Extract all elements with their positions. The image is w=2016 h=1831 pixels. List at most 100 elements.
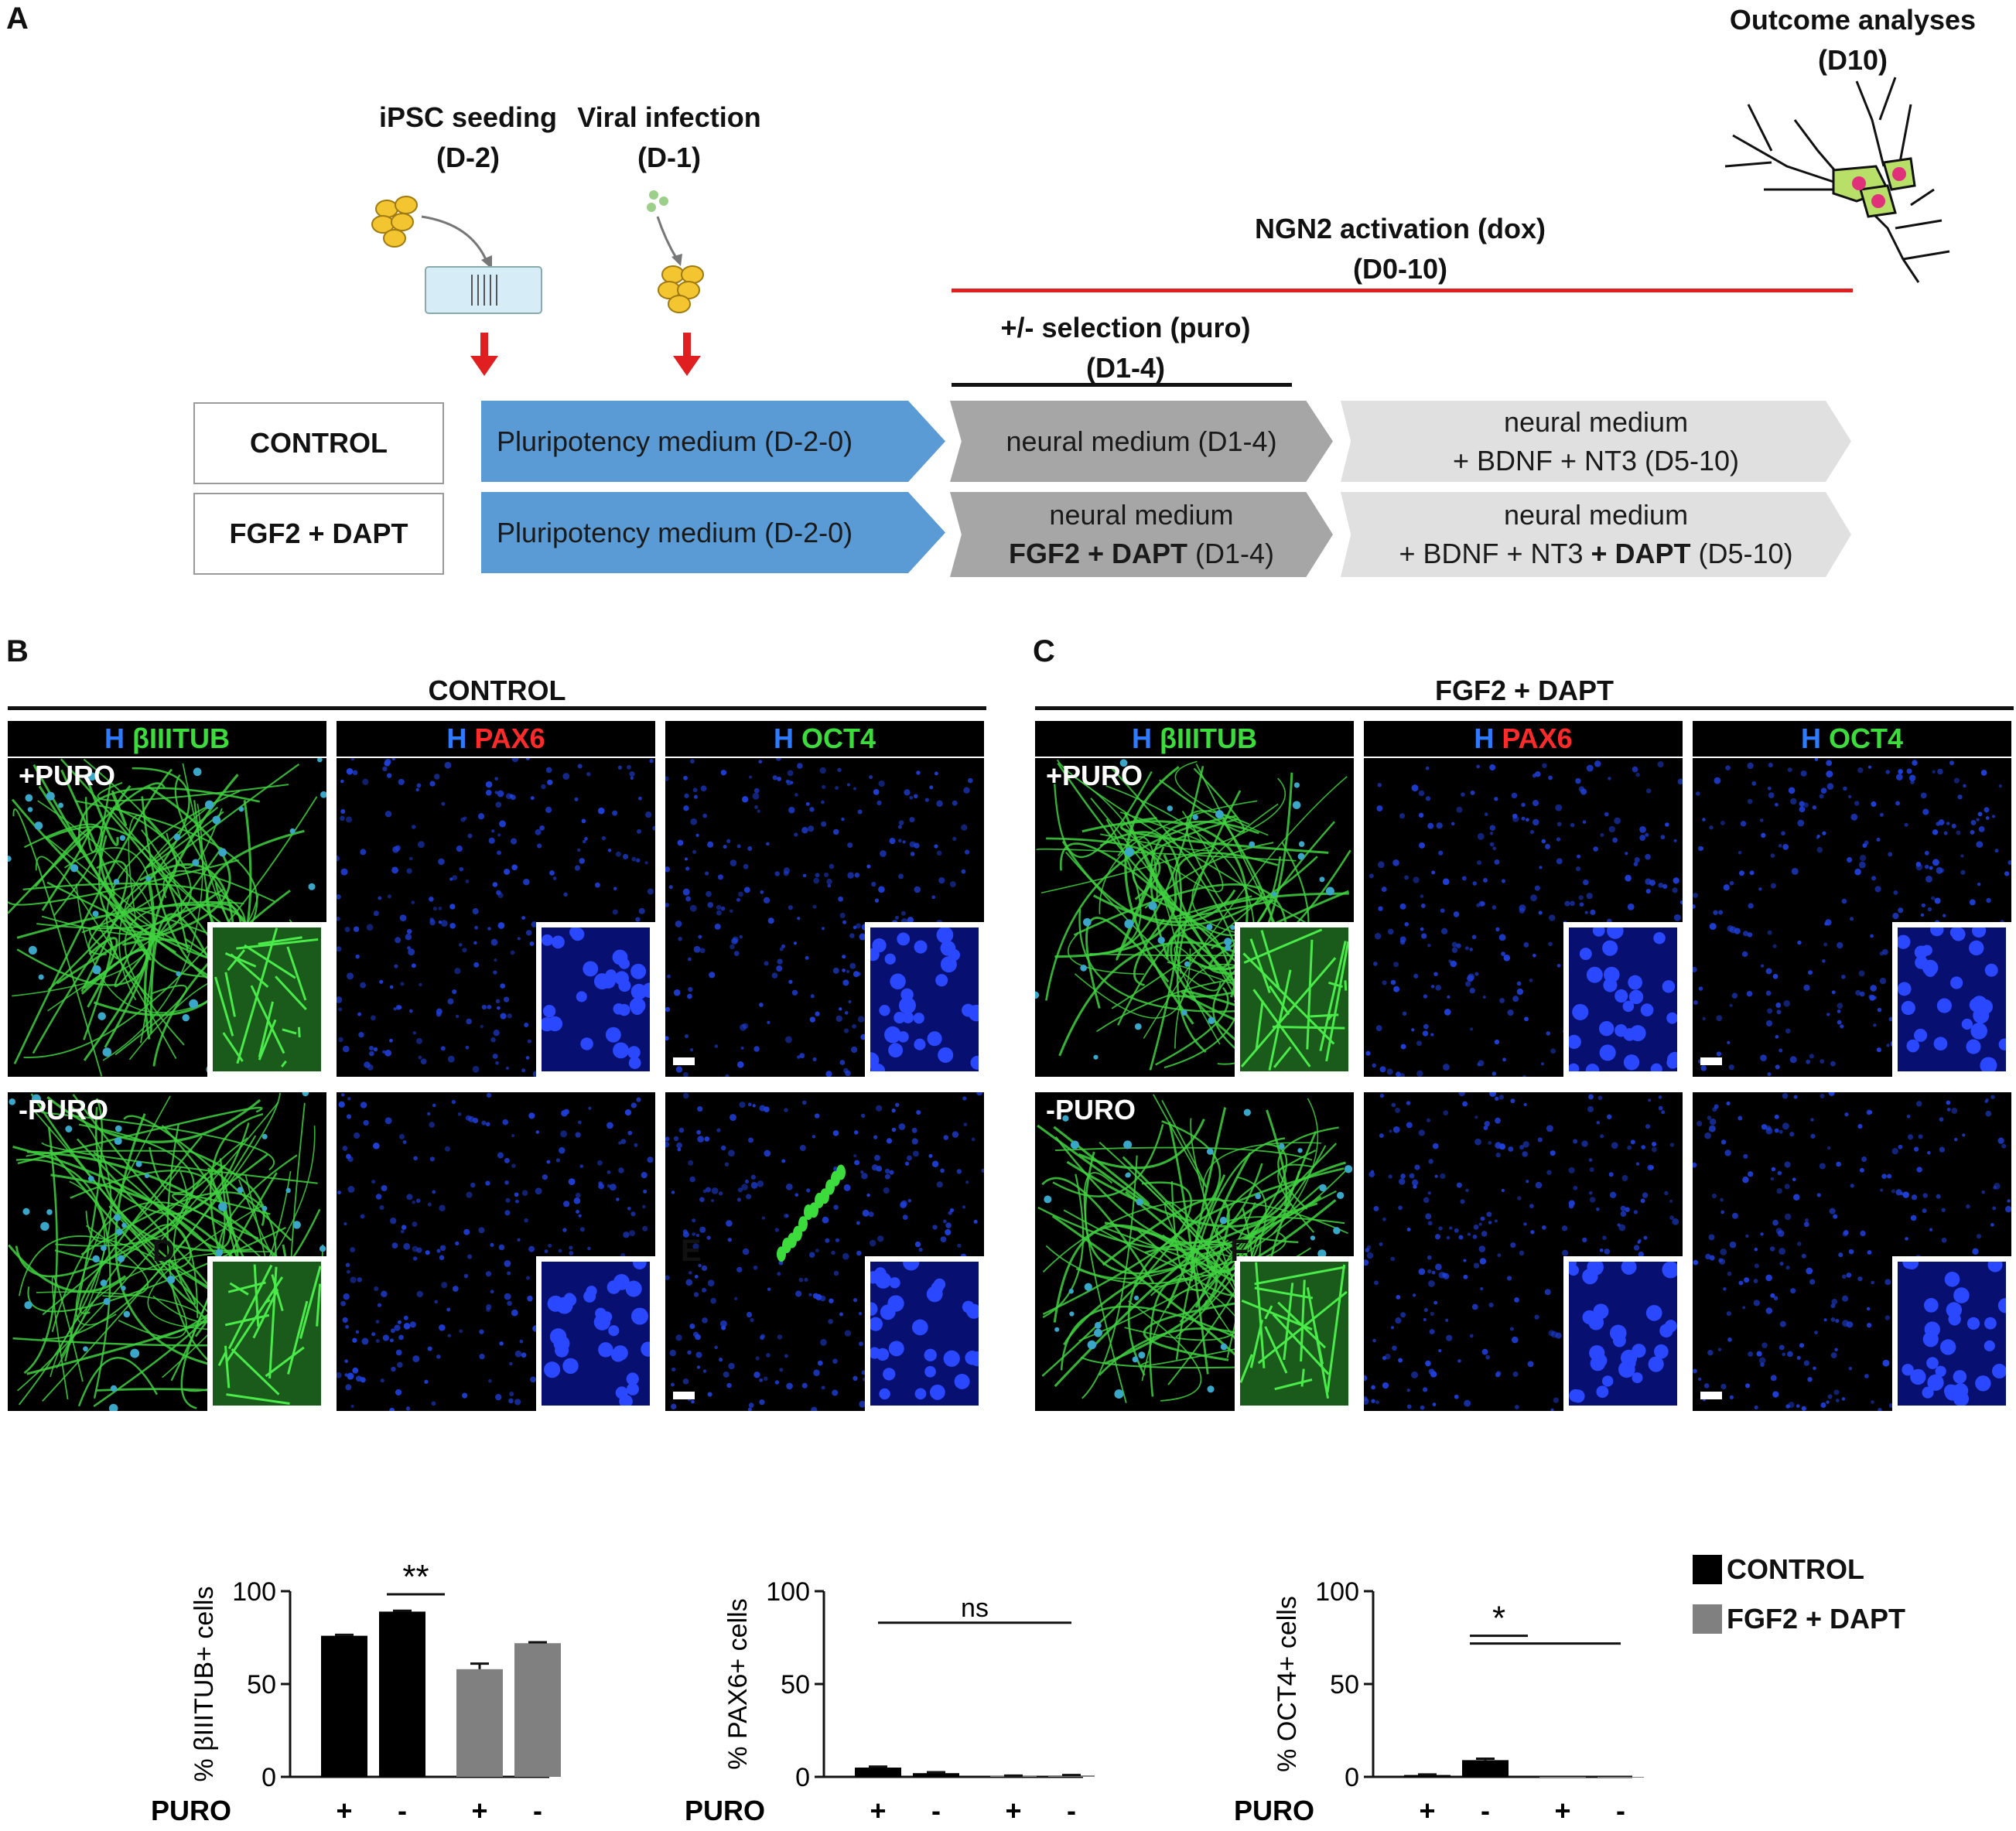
minus-puro-label: -PURO [19, 1094, 108, 1126]
outcome-day: (D10) [1817, 44, 1888, 76]
panel-label-f: F [1230, 1234, 1249, 1268]
seeding-title: iPSC seeding [378, 101, 558, 133]
inset-texture [217, 1264, 322, 1405]
zoom-inset [536, 1255, 656, 1411]
inset-texture [1567, 922, 1683, 1078]
selection-day: (D1-4) [1085, 352, 1165, 384]
inset-texture [544, 1255, 656, 1409]
panel-label-d: D [152, 1234, 175, 1268]
panel-label-e: E [681, 1234, 702, 1268]
bar-fgf2-dapt [1539, 1777, 1586, 1778]
cell-cluster-seeding-illustration [371, 196, 542, 314]
y-axis-title: % OCT4+ cells [1273, 1596, 1302, 1772]
significance-label: ns [961, 1594, 989, 1623]
bar-control [1462, 1760, 1509, 1777]
hoechst-label: H [104, 722, 125, 754]
plus-puro-label: +PURO [19, 760, 116, 791]
hoechst-label: H [773, 722, 794, 754]
control-bdnf-arrow: neural medium + BDNF + NT3 (D5-10) [1341, 401, 1851, 482]
puro-row-label: PURO [1234, 1795, 1314, 1826]
bar-fgf2-dapt [456, 1669, 503, 1777]
micrograph-texture [1364, 1092, 1683, 1411]
fgf2-pluripotency-arrow: Pluripotency medium (D-2-0) [481, 492, 945, 573]
scale-bar [673, 1392, 695, 1399]
x-tick-label: + [1419, 1795, 1435, 1826]
zoom-inset [207, 922, 326, 1077]
inset-texture [1902, 1255, 2014, 1407]
legend-fgf2-swatch [1693, 1604, 1722, 1634]
y-tick-label: 100 [766, 1577, 810, 1607]
fgf2-neural-arrow: neural medium FGF2 + DAPT (D1-4) [950, 492, 1333, 577]
inset-texture [1240, 928, 1350, 1071]
selection-black-line [952, 383, 1292, 387]
selection-label: +/- selection (puro) (D1-4) [948, 308, 1304, 388]
puro-row-label: PURO [685, 1795, 765, 1826]
hoechst-label: H [1474, 722, 1495, 754]
inset-texture [1896, 922, 2011, 1074]
fgf2-oct4-channel-header: H OCT4 [1693, 721, 2011, 757]
panel-label-a: A [6, 2, 29, 36]
tubulin-marker-label: βIIITUB [1160, 722, 1257, 754]
y-axis-title: % PAX6+ cells [723, 1598, 753, 1769]
fgf2-stage3-rest: (D5-10) [1690, 538, 1793, 569]
y-tick-label: 50 [1330, 1670, 1359, 1699]
puro-row-label: PURO [151, 1795, 231, 1826]
pax6-marker-label: PAX6 [474, 722, 545, 754]
selection-title: +/- selection (puro) [1000, 312, 1251, 343]
zoom-inset [1235, 922, 1354, 1077]
control-stage3-line2: + BDNF + NT3 (D5-10) [1452, 444, 1740, 477]
scale-bar [673, 1057, 695, 1065]
x-tick-label: + [336, 1795, 352, 1826]
legend-fgf2-label: FGF2 + DAPT [1727, 1603, 1906, 1635]
control-micrograph-title: CONTROL [428, 675, 566, 706]
fgf2-stage3-line1: neural medium [1503, 499, 1689, 531]
ngn2-red-line [952, 289, 1853, 292]
fgf2-bdnf-arrow: neural medium + BDNF + NT3 + DAPT (D5-10… [1341, 492, 1851, 577]
x-tick-label: - [1481, 1795, 1490, 1826]
fgf2-stage2-rest: (D1-4) [1187, 538, 1275, 569]
x-tick-label: + [870, 1795, 886, 1826]
outcome-title: Outcome analyses [1729, 4, 1977, 36]
bar-control [913, 1773, 959, 1777]
control-oct4-channel-header: H OCT4 [665, 721, 984, 757]
seeding-day: (D-2) [436, 142, 500, 173]
zoom-inset [863, 922, 986, 1078]
control-stage3-line1: neural medium [1503, 405, 1689, 438]
oct4-marker-label: OCT4 [801, 722, 876, 754]
fgf2-stage2-line1: neural medium [1049, 499, 1234, 531]
hoechst-label: H [446, 722, 467, 754]
control-stage1-text: Pluripotency medium (D-2-0) [497, 425, 853, 457]
fgf2-stage1-text: Pluripotency medium (D-2-0) [497, 516, 853, 548]
fgf2-stage3-pre: + BDNF + NT3 [1399, 538, 1591, 569]
panel-label-b: B [6, 634, 29, 668]
plus-puro-label: +PURO [1046, 760, 1143, 791]
seeding-arrow-icon [470, 333, 498, 376]
bar-control [1404, 1775, 1450, 1777]
control-stage2-text: neural medium (D1-4) [1006, 425, 1277, 457]
minus-puro-label: -PURO [1046, 1094, 1136, 1126]
significance-label: * [1492, 1600, 1505, 1638]
zoom-inset [1892, 1255, 2014, 1411]
y-tick-label: 50 [781, 1670, 810, 1699]
y-tick-label: 50 [247, 1670, 276, 1699]
tubulin-marker-label: βIIITUB [132, 722, 230, 754]
infection-day: (D-1) [637, 142, 701, 173]
bar-control [321, 1635, 367, 1777]
zoom-inset [1235, 1256, 1354, 1411]
bar-charts: 0 50 100 % βIIITUB+ cells PURO + - + - ** 0 50 100 % … [151, 1558, 1644, 1826]
bar-control [855, 1768, 901, 1777]
fgf2-stage2-bold: FGF2 + DAPT [1008, 538, 1187, 569]
seeding-label: iPSC seeding (D-2) [352, 97, 584, 178]
ngn2-title: NGN2 activation (dox) [1254, 213, 1546, 244]
neuron-illustration [1724, 77, 1950, 283]
control-pluripotency-arrow: Pluripotency medium (D-2-0) [481, 401, 945, 482]
zoom-inset [1562, 1255, 1683, 1411]
bar-fgf2-dapt [1597, 1777, 1644, 1778]
virus-infection-illustration [647, 190, 704, 313]
control-neural-arrow: neural medium (D1-4) [950, 401, 1333, 482]
legend-control-swatch [1693, 1555, 1722, 1584]
fgf2-title-line [1035, 706, 2014, 710]
control-title-line [8, 706, 986, 710]
panel-label-c: C [1033, 634, 1055, 668]
